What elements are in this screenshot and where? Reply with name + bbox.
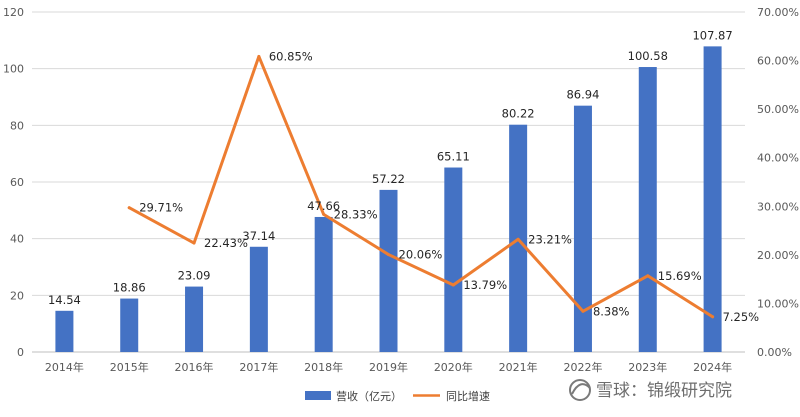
x-tick-label: 2018年	[304, 360, 343, 374]
bar-value-label: 37.14	[242, 229, 275, 243]
bar	[314, 216, 333, 352]
line-point	[127, 206, 131, 210]
x-tick-label: 2014年	[45, 360, 84, 374]
bar-value-label: 65.11	[437, 150, 470, 164]
line-value-label: 60.85%	[269, 49, 313, 63]
y-right-tick-label: 50.00%	[757, 103, 799, 116]
bar	[55, 310, 74, 352]
x-tick-label: 2020年	[434, 360, 473, 374]
y-left-tick-label: 100	[3, 63, 24, 76]
x-tick-label: 2022年	[563, 360, 602, 374]
bar	[249, 246, 268, 352]
y-right-tick-label: 20.00%	[757, 249, 799, 262]
watermark: 雪球：锦缎研究院	[569, 379, 732, 401]
y-left-tick-label: 40	[10, 233, 24, 246]
bar	[379, 189, 398, 352]
x-tick-label: 2021年	[499, 360, 538, 374]
line-point	[646, 274, 650, 278]
line-value-label: 8.38%	[593, 304, 630, 318]
bar	[703, 46, 722, 352]
x-tick-label: 2023年	[628, 360, 667, 374]
bar-value-label: 86.94	[566, 88, 599, 102]
snowball-logo-icon	[569, 379, 591, 401]
bar-data-labels: 14.54 18.86 23.09 37.14 47.66 57.22 65.11 80.22…	[48, 28, 733, 306]
line-point	[322, 212, 326, 216]
y-axis-right: 0.00% 10.00% 20.00% 30.00% 40.00% 50.00% 60.00…	[757, 6, 799, 359]
bar	[120, 298, 139, 352]
line-value-label: 23.21%	[528, 232, 572, 246]
x-tick-label: 2024年	[693, 360, 732, 374]
line-point	[581, 309, 585, 313]
y-right-tick-label: 40.00%	[757, 152, 799, 165]
bar	[573, 105, 592, 352]
x-tick-label: 2015年	[110, 360, 149, 374]
line-value-label: 20.06%	[399, 248, 443, 262]
line-value-label: 29.71%	[139, 201, 183, 215]
y-left-tick-label: 120	[3, 6, 24, 19]
bar-value-label: 100.58	[628, 49, 668, 63]
line-value-label: 22.43%	[204, 236, 248, 250]
x-tick-label: 2017年	[239, 360, 278, 374]
bar-series-revenue	[55, 46, 722, 353]
bar	[444, 167, 463, 352]
bar-value-label: 14.54	[48, 293, 81, 307]
line-series-growth	[127, 54, 715, 319]
y-right-tick-label: 0.00%	[757, 346, 792, 359]
bar-value-label: 80.22	[502, 107, 535, 121]
legend: 营收（亿元） 同比增速	[305, 389, 490, 403]
y-left-tick-label: 0	[17, 346, 24, 359]
bar-value-label: 18.86	[113, 281, 146, 295]
line-point	[257, 54, 261, 58]
x-axis: 2014年 2015年 2016年 2017年 2018年 2019年 2020年 2021年…	[45, 360, 732, 374]
legend-label-growth: 同比增速	[446, 389, 490, 403]
line-point	[711, 315, 715, 319]
y-axis-left: 0 20 40 60 80 100 120	[3, 6, 24, 359]
legend-label-revenue: 营收（亿元）	[336, 389, 402, 403]
line-point	[387, 253, 390, 257]
line-value-label: 7.25%	[723, 310, 760, 324]
y-left-tick-label: 60	[10, 176, 24, 189]
y-right-tick-label: 60.00%	[757, 55, 799, 68]
y-right-tick-label: 30.00%	[757, 200, 799, 213]
bar	[638, 67, 657, 353]
bar-value-label: 107.87	[692, 28, 732, 42]
line-value-label: 28.33%	[334, 207, 378, 221]
line-value-label: 13.79%	[463, 278, 507, 292]
y-left-tick-label: 80	[10, 119, 24, 132]
line-value-label: 15.69%	[658, 269, 702, 283]
x-tick-label: 2016年	[175, 360, 214, 374]
line-point	[516, 237, 520, 241]
growth-line	[127, 54, 715, 319]
bar	[185, 286, 204, 352]
y-left-tick-label: 20	[10, 289, 24, 302]
line-point	[451, 283, 455, 287]
line-point	[192, 241, 196, 245]
line-data-labels: 29.71% 22.43% 60.85% 28.33% 20.06% 13.79% 23.2…	[139, 49, 759, 323]
x-tick-label: 2019年	[369, 360, 408, 374]
watermark-text: 雪球：锦缎研究院	[596, 381, 732, 401]
bar-value-label: 57.22	[372, 172, 405, 186]
y-right-tick-label: 10.00%	[757, 297, 799, 310]
bar-value-label: 47.66	[307, 199, 340, 213]
y-right-tick-label: 70.00%	[757, 6, 799, 19]
bar-value-label: 23.09	[178, 269, 211, 283]
legend-swatch-revenue	[305, 391, 331, 400]
